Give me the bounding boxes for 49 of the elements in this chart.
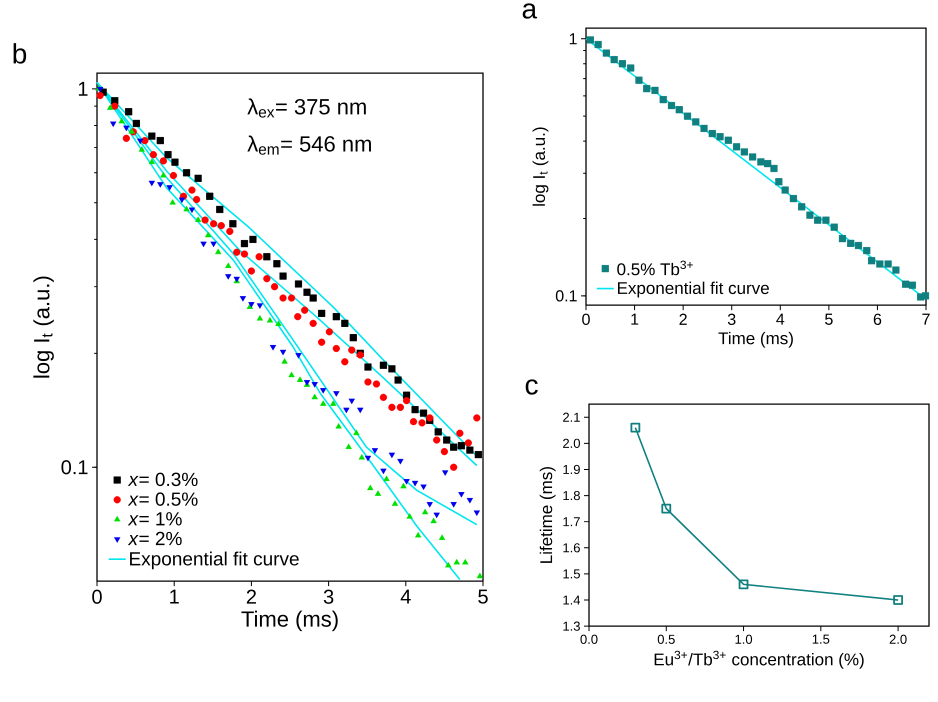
x-tick-label: 3 — [324, 590, 334, 604]
y-tick-label: 1.8 — [563, 490, 580, 500]
legend-label: x= 0.5% — [128, 492, 198, 506]
x-tick-label: 5 — [478, 590, 488, 604]
legend-label: Exponential fit curve — [130, 551, 299, 570]
y-tick-label: 0.1 — [61, 460, 88, 474]
x-tick-label: 5 — [825, 314, 833, 325]
x-tick-label: 0 — [582, 314, 590, 325]
y-tick-label: 1.9 — [563, 464, 580, 474]
y-tick-label: 2.1 — [563, 412, 580, 422]
x-tick-label: 7 — [922, 314, 930, 325]
y-axis-title: log I$_{t}$ (a.u.) — [33, 276, 54, 378]
y-tick-label: 0.1 — [556, 290, 577, 302]
x-tick-label: 2 — [246, 590, 256, 604]
x-axis-title: Eu$^{3+}$/Tb$^{3+}$ concentration (%) — [654, 650, 864, 669]
x-tick-label: 4 — [400, 590, 411, 604]
y-tick-label: 1.6 — [563, 543, 580, 552]
chart-title: a — [522, 3, 538, 19]
y-tick-label: 1.3 — [563, 621, 580, 631]
x-tick-label: 2.0 — [890, 634, 907, 644]
legend-label: x= 2% — [128, 532, 182, 546]
x-axis-title: Time (ms) — [241, 610, 338, 632]
y-tick-label: 1.5 — [563, 569, 580, 578]
y-tick-label: 1.4 — [563, 595, 580, 604]
x-axis-title: Time (ms) — [718, 332, 793, 348]
chart-title: c — [526, 379, 538, 395]
x-tick-label: 0.0 — [580, 634, 598, 644]
x-tick-label: 2 — [680, 314, 687, 325]
x-tick-label: 4 — [776, 314, 784, 325]
y-axis-title: Lifetime (ms) — [540, 467, 556, 563]
x-tick-label: 0.5 — [658, 634, 675, 644]
legend-label: x= 0.3% — [128, 472, 198, 486]
chart-title: b — [14, 43, 26, 64]
x-tick-label: 1.5 — [812, 634, 830, 644]
annotation: λ$_{ex}$= 375 nm — [247, 98, 366, 118]
x-tick-label: 0 — [92, 590, 102, 604]
x-tick-label: 1 — [170, 590, 179, 604]
legend-label: x= 1% — [128, 512, 182, 526]
legend-label: 0.5% Tb$^{3+}$ — [617, 260, 693, 276]
x-tick-label: 6 — [874, 314, 882, 325]
y-tick-label: 2.0 — [563, 438, 580, 448]
y-tick-label: 1.7 — [563, 517, 580, 526]
x-tick-label: 3 — [728, 314, 736, 325]
x-tick-label: 1 — [631, 314, 638, 325]
x-tick-label: 1.0 — [736, 634, 752, 644]
legend-label: Exponential fit curve — [618, 282, 769, 298]
y-tick-label: 1 — [570, 33, 577, 44]
annotation: λ$_{em}$= 546 nm — [247, 135, 371, 155]
y-axis-title: log I$_{t}$ (a.u.) — [532, 127, 548, 206]
